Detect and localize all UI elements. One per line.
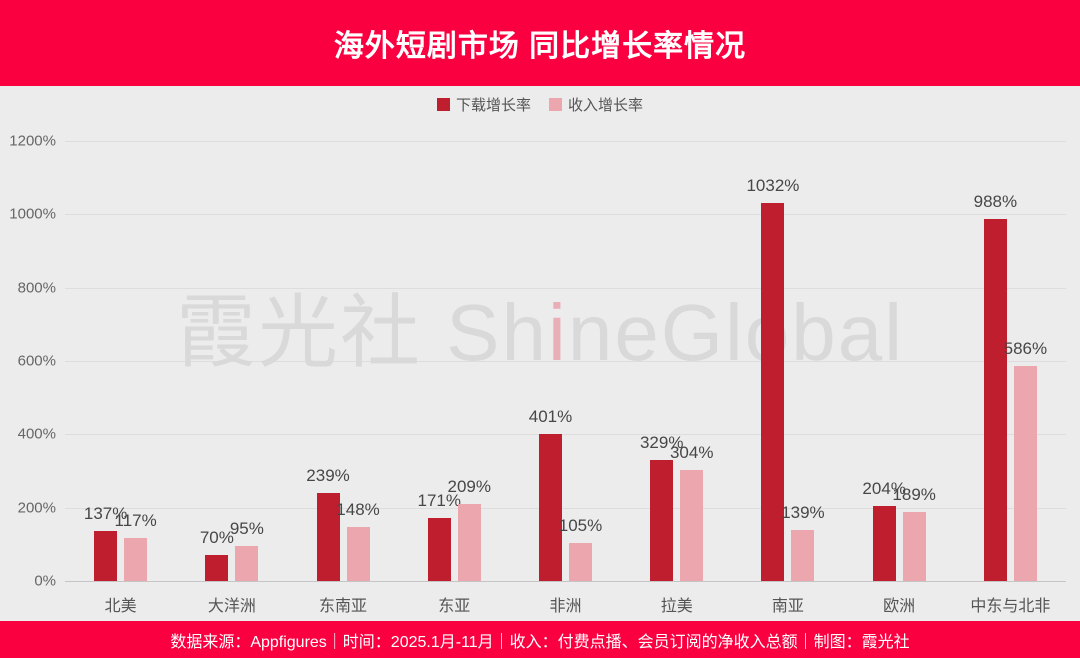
revenue-growth-bar: 189% bbox=[892, 485, 936, 581]
revenue-growth-value-label: 148% bbox=[336, 499, 380, 519]
watermark: 霞光社 ShineGlobal bbox=[176, 268, 904, 384]
bar-pair: 329% 304% 拉美 bbox=[621, 433, 732, 615]
revenue-growth-bar: 139% bbox=[781, 503, 825, 581]
revenue-growth-bar: 209% bbox=[448, 477, 491, 581]
revenue-growth-bar: 105% bbox=[559, 516, 602, 581]
legend-label: 收入增长率 bbox=[568, 96, 644, 114]
gridline bbox=[65, 434, 1066, 436]
bar-group: 1032% 139% 南亚 bbox=[732, 141, 843, 615]
download-growth-bar: 171% bbox=[418, 491, 461, 581]
revenue-growth-value-label: 117% bbox=[114, 511, 157, 531]
legend-item-revenue: 收入增长率 bbox=[549, 94, 643, 115]
revenue-growth-bar: 304% bbox=[670, 443, 713, 581]
bar-pair: 171% 209% 东亚 bbox=[399, 477, 510, 615]
title-banner: 海外短剧市场 同比增长率情况 bbox=[0, 0, 1080, 86]
download-growth-value-label: 239% bbox=[306, 466, 350, 486]
bar-group: 988% 586% 中东与北非 bbox=[955, 141, 1066, 615]
y-axis-tick-label: 200% bbox=[17, 499, 56, 517]
download-growth-value-label: 171% bbox=[417, 491, 462, 511]
gridline bbox=[65, 361, 1066, 362]
download-growth-bar: 137% bbox=[84, 504, 127, 581]
revenue-growth-value-label: 105% bbox=[558, 515, 603, 535]
download-growth-bar: 204% bbox=[862, 479, 906, 581]
watermark-latin: ShineGlobal bbox=[446, 288, 905, 377]
source-text: 数据来源：Appfigures｜时间：2025.1月-11月｜收入：付费点播、会… bbox=[170, 633, 910, 651]
revenue-growth-value-label: 95% bbox=[229, 519, 264, 539]
category-label: 非洲 bbox=[549, 598, 582, 615]
bar-pair: 137% 117% 北美 bbox=[65, 504, 176, 615]
watermark-accent-letter: i bbox=[548, 288, 568, 377]
category-label: 中东与北非 bbox=[970, 598, 1051, 615]
y-axis-tick-label: 1000% bbox=[9, 205, 56, 223]
category-label: 北美 bbox=[104, 598, 137, 615]
revenue-growth-bar: 117% bbox=[115, 511, 157, 581]
bar-group: 401% 105% 非洲 bbox=[510, 141, 621, 615]
revenue-growth-value-label: 209% bbox=[447, 477, 492, 497]
bar-group: 70% 95% 大洋洲 bbox=[176, 141, 287, 615]
download-growth-value-label: 1032% bbox=[746, 175, 800, 195]
revenue-growth-value-label: 139% bbox=[781, 503, 825, 523]
bar-pair: 401% 105% 非洲 bbox=[510, 407, 621, 615]
bar-group: 204% 189% 欧洲 bbox=[844, 141, 955, 615]
revenue-growth-value-label: 586% bbox=[1003, 339, 1048, 359]
download-growth-value-label: 988% bbox=[973, 191, 1018, 211]
download-growth-value-label: 137% bbox=[83, 503, 128, 523]
category-label: 南亚 bbox=[771, 598, 804, 615]
gridline bbox=[65, 287, 1066, 289]
bar-group: 239% 148% 东南亚 bbox=[287, 141, 398, 615]
y-axis-tick-label: 400% bbox=[17, 425, 56, 443]
bar-pair: 1032% 139% 南亚 bbox=[732, 176, 843, 615]
page-title: 海外短剧市场 同比增长率情况 bbox=[333, 30, 747, 63]
bar-group: 137% 117% 北美 bbox=[65, 141, 176, 615]
legend-label: 下载增长率 bbox=[455, 96, 531, 114]
legend-item-download: 下载增长率 bbox=[436, 94, 531, 115]
watermark-cjk: 霞光社 bbox=[175, 288, 422, 377]
gridline bbox=[65, 214, 1066, 216]
category-label: 东亚 bbox=[438, 598, 471, 615]
y-axis-tick-label: 600% bbox=[17, 352, 56, 370]
download-growth-value-label: 204% bbox=[862, 479, 906, 499]
revenue-legend-swatch-icon bbox=[549, 97, 562, 111]
bar-pair: 239% 148% 东南亚 bbox=[287, 466, 398, 615]
revenue-growth-bar: 586% bbox=[1004, 339, 1047, 581]
download-growth-bar: 239% bbox=[306, 466, 350, 581]
category-label: 大洋洲 bbox=[207, 598, 256, 615]
bar-pair: 204% 189% 欧洲 bbox=[844, 479, 955, 615]
download-legend-swatch-icon bbox=[436, 97, 450, 111]
revenue-growth-value-label: 304% bbox=[669, 442, 714, 462]
download-growth-value-label: 329% bbox=[639, 433, 684, 453]
y-axis-tick-label: 800% bbox=[17, 279, 56, 297]
source-footer: 数据来源：Appfigures｜时间：2025.1月-11月｜收入：付费点播、会… bbox=[0, 621, 1080, 658]
plot-area: 0% 200% 400% 600% 800% 1000% 1200% 137% 117% 北美 70… bbox=[9, 133, 1066, 615]
download-growth-bar: 1032% bbox=[746, 176, 799, 581]
download-growth-bar: 401% bbox=[529, 407, 572, 581]
category-label: 拉美 bbox=[660, 598, 693, 615]
download-growth-value-label: 401% bbox=[528, 406, 573, 426]
gridline bbox=[65, 507, 1066, 509]
gridline bbox=[65, 141, 1066, 142]
revenue-growth-bar: 148% bbox=[336, 500, 380, 581]
revenue-growth-value-label: 189% bbox=[892, 484, 936, 504]
category-label: 欧洲 bbox=[883, 598, 916, 615]
y-axis-tick-label: 1200% bbox=[9, 132, 56, 150]
chart-legend: 下载增长率 收入增长率 bbox=[0, 94, 1080, 115]
download-growth-bar: 329% bbox=[640, 433, 683, 581]
revenue-growth-bar: 95% bbox=[230, 519, 264, 581]
category-label: 东南亚 bbox=[319, 598, 368, 615]
bar-pair: 70% 95% 大洋洲 bbox=[176, 519, 287, 615]
gridline bbox=[65, 581, 1066, 582]
download-growth-bar: 70% bbox=[200, 528, 234, 581]
bar-group: 171% 209% 东亚 bbox=[399, 141, 510, 615]
y-axis-tick-label: 0% bbox=[34, 572, 56, 590]
bar-pair: 988% 586% 中东与北非 bbox=[955, 192, 1066, 615]
bar-group: 329% 304% 拉美 bbox=[621, 141, 732, 615]
download-growth-bar: 988% bbox=[974, 192, 1017, 581]
download-growth-value-label: 70% bbox=[199, 528, 234, 548]
